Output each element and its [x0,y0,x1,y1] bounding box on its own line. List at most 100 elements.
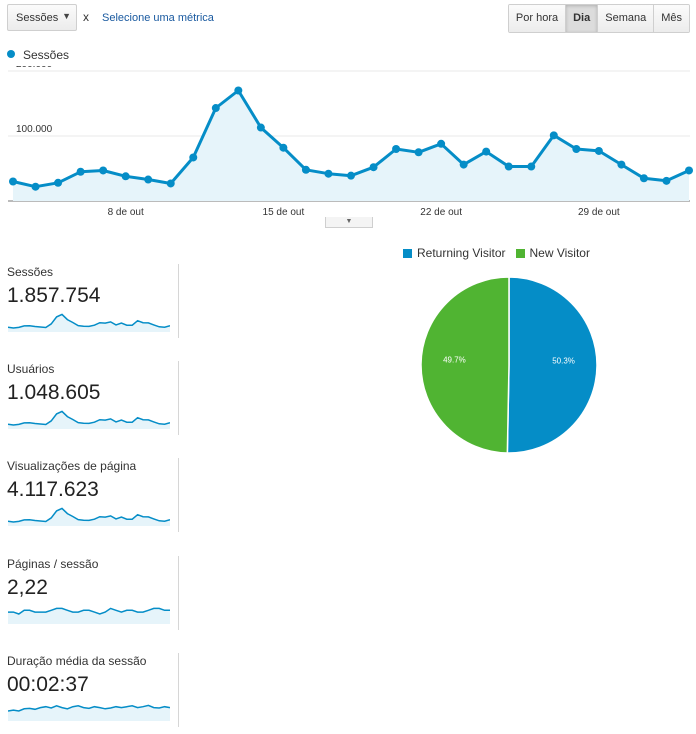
scorecard-value: 00:02:37 [7,673,89,696]
pie-slice-new-visitor[interactable] [420,276,510,454]
visitor-type-pie-chart: 50.3% 49.7% [420,276,598,454]
legend-swatch-icon [403,249,412,258]
pie-slice-returning-visitor[interactable] [506,276,598,454]
data-point[interactable] [685,166,693,175]
pie-value-label: 50.3% [552,357,575,366]
data-point[interactable] [459,160,468,169]
data-point[interactable] [594,146,603,155]
data-point[interactable] [437,139,446,148]
legend-swatch-icon [515,249,525,258]
data-point[interactable] [347,171,355,180]
legend-item-returning[interactable]: Returning Visitor [403,246,506,260]
range-button-month[interactable]: Mês [654,5,689,32]
sparkline [8,507,170,526]
divider [178,264,179,338]
data-point[interactable] [279,143,288,152]
data-point[interactable] [662,176,671,185]
select-metric-link[interactable]: Selecione uma métrica [102,12,214,24]
sparkline-area [8,705,170,721]
data-point[interactable] [234,86,243,95]
scorecard-sessions[interactable]: Sessões 1.857.754 [0,258,180,338]
x-tick-label: 8 de out [108,207,144,218]
data-point[interactable] [572,145,581,153]
x-tick-label: 15 de out [263,207,305,218]
divider [178,361,179,435]
data-point[interactable] [166,179,175,188]
legend-label: New Visitor [529,246,590,260]
legend-label: Returning Visitor [417,246,506,260]
data-point[interactable] [324,169,333,178]
data-point[interactable] [414,148,423,157]
data-point[interactable] [504,162,513,171]
sparkline-line [8,607,170,615]
data-point[interactable] [527,162,536,171]
metric-select[interactable]: Sessões ▼ [7,4,77,31]
sparkline-line [8,704,170,712]
sparkline [8,607,170,624]
divider [178,556,179,630]
sparkline-area [8,411,170,429]
scorecard-value: 4.117.623 [7,478,99,501]
remove-metric-button[interactable]: x [83,10,89,24]
range-button-hour[interactable]: Por hora [508,5,567,32]
sessions-line-chart: 100.000 200.000 8 de out 15 de out 22 de out… [8,66,693,218]
data-point[interactable] [9,177,17,186]
date-granularity-group: Por hora Dia Semana Mês [507,4,690,33]
scorecard-label: Duração média da sessão [7,654,147,668]
scorecard-pages-per-session[interactable]: Páginas / sessão 2,22 [0,550,180,630]
data-point[interactable] [639,174,648,183]
metric-select-label: Sessões [16,12,59,24]
scorecard-users[interactable]: Usuários 1.048.605 [0,355,180,435]
sparkline-area [8,314,170,332]
data-point[interactable] [54,178,63,187]
data-point[interactable] [144,175,153,184]
sparkline-line [8,313,170,329]
scorecard-label: Visualizações de página [7,459,137,473]
divider [178,458,179,532]
data-point[interactable] [76,167,85,176]
data-point[interactable] [549,131,558,140]
data-point[interactable] [369,163,378,172]
range-button-day[interactable]: Dia [566,5,599,32]
x-tick-label: 29 de out [578,207,620,218]
data-point[interactable] [99,166,108,175]
data-point[interactable] [189,153,198,162]
sparkline [8,704,170,721]
x-tick-label: 22 de out [420,207,462,218]
data-point[interactable] [211,104,220,113]
sparkline-area [8,608,170,624]
sparkline-line [8,410,170,426]
collapse-chart-button[interactable]: ▼ [325,217,373,228]
scorecard-value: 1.857.754 [7,284,101,307]
series-area [13,90,689,201]
y-tick-label: 200.000 [16,66,53,70]
data-point[interactable] [256,123,265,132]
range-button-week[interactable]: Semana [598,5,655,32]
pie-legend: Returning Visitor New Visitor [403,246,600,260]
scorecard-avg-session-duration[interactable]: Duração média da sessão 00:02:37 [0,647,180,727]
scorecard-label: Sessões [7,265,54,279]
pie-value-label: 49.7% [443,355,466,364]
sparkline [8,313,170,332]
scorecard-label: Páginas / sessão [7,557,99,571]
data-point[interactable] [617,160,626,169]
legend-label: Sessões [23,48,70,62]
data-point[interactable] [482,147,491,156]
toolbar: Sessões ▼ x Selecione uma métrica Por ho… [0,0,696,40]
scorecard-value: 1.048.605 [7,381,101,404]
legend-item-new[interactable]: New Visitor [515,246,590,260]
sparkline-area [8,508,170,526]
scorecard-value: 2,22 [7,576,48,599]
data-point[interactable] [31,182,40,191]
y-tick-label: 100.000 [16,124,53,135]
legend-dot-icon [7,50,15,58]
data-point[interactable] [301,165,310,174]
sparkline-line [8,507,170,523]
chevron-down-icon: ▼ [62,11,71,21]
data-point[interactable] [121,172,130,181]
scorecard-label: Usuários [7,362,55,376]
scorecard-pageviews[interactable]: Visualizações de página 4.117.623 [0,452,180,532]
data-point[interactable] [392,145,401,153]
divider [178,653,179,727]
sparkline [8,410,170,429]
